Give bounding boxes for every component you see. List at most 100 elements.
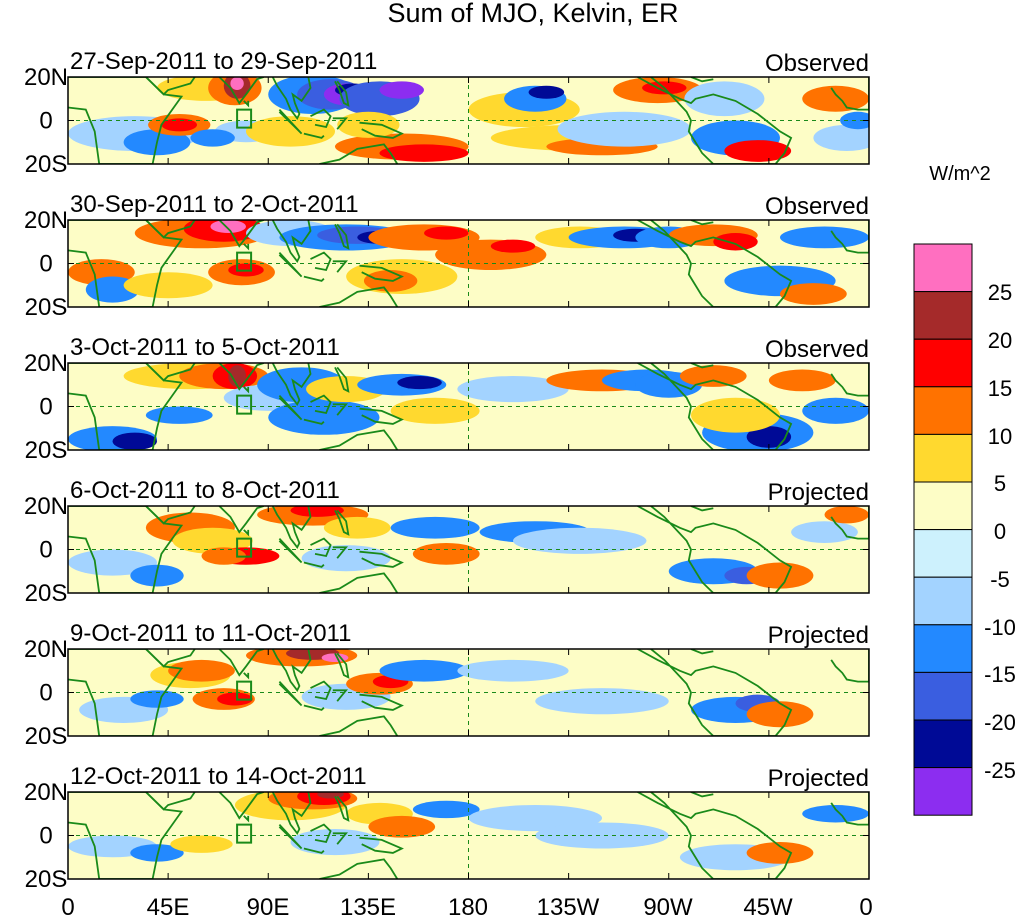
anomaly-contour bbox=[713, 233, 758, 251]
anomaly-contour bbox=[528, 85, 565, 99]
coastline bbox=[271, 506, 312, 549]
lat-tick-label: 20S bbox=[25, 294, 68, 321]
colorbar-level-label: -10 bbox=[984, 615, 1016, 640]
lat-tick-label: 20N bbox=[24, 779, 68, 806]
coastline bbox=[218, 77, 265, 105]
coastline bbox=[332, 689, 348, 702]
coastline bbox=[690, 792, 714, 798]
lon-tick-label: 45W bbox=[743, 894, 793, 921]
coastline bbox=[218, 363, 265, 391]
anomaly-contour bbox=[768, 369, 836, 392]
coastline bbox=[218, 792, 265, 820]
units-label: W/m^2 bbox=[929, 163, 991, 185]
colorbar-swatch bbox=[913, 671, 973, 721]
map-panel: 30-Sep-2011 to 2-Oct-2011 Observed 20N 0 20S bbox=[24, 191, 870, 321]
coastline bbox=[303, 418, 325, 425]
coastline bbox=[319, 572, 399, 593]
colorbar-swatch bbox=[913, 719, 973, 769]
coastline bbox=[690, 363, 714, 369]
colorbar-labels: 25 20 15 10 5 0 -5 -10 -15 -20 -25 bbox=[984, 280, 1016, 783]
lat-tick-label: 0 bbox=[39, 823, 52, 850]
lon-tick-label: 135W bbox=[537, 894, 600, 921]
anomaly-contour bbox=[746, 426, 792, 448]
anomaly-contour bbox=[802, 805, 869, 823]
panel-date-range: 30-Sep-2011 to 2-Oct-2011 bbox=[70, 191, 359, 218]
coastline bbox=[637, 220, 793, 307]
coastline bbox=[319, 858, 399, 879]
colorbar-swatch bbox=[913, 576, 973, 626]
coastline bbox=[334, 223, 350, 250]
coastline bbox=[310, 537, 332, 558]
anomaly-contour bbox=[813, 124, 869, 151]
anomaly-contour bbox=[168, 659, 235, 682]
anomaly-contour bbox=[190, 129, 235, 147]
anomaly-contour bbox=[368, 815, 436, 838]
colorbar-swatch bbox=[913, 386, 973, 435]
anomaly-contour bbox=[535, 822, 669, 849]
coastline bbox=[68, 220, 184, 307]
coastline bbox=[334, 509, 350, 536]
colorbar-swatches bbox=[913, 243, 973, 816]
coastline bbox=[359, 693, 404, 711]
colorbar-level-label: 5 bbox=[994, 471, 1006, 496]
anomaly-contour bbox=[535, 688, 669, 715]
anomaly-contour bbox=[691, 397, 780, 433]
coastline bbox=[68, 792, 184, 879]
coastline bbox=[319, 143, 399, 164]
anomaly-contour bbox=[397, 376, 442, 390]
coastline bbox=[303, 132, 325, 139]
lat-tick-label: 20S bbox=[25, 866, 68, 893]
colorbar-level-label: -20 bbox=[984, 710, 1016, 735]
coastline bbox=[310, 251, 332, 272]
anomaly-contour bbox=[412, 800, 480, 819]
panel-date-range: 12-Oct-2011 to 14-Oct-2011 bbox=[70, 763, 367, 790]
coastline bbox=[637, 649, 793, 736]
coastline bbox=[271, 649, 312, 692]
coastline bbox=[243, 815, 250, 823]
anomaly-contour bbox=[424, 226, 469, 240]
anomaly-contour bbox=[161, 118, 198, 132]
anomaly-contour bbox=[791, 521, 858, 543]
coastline bbox=[830, 506, 869, 540]
map-panel: 9-Oct-2011 to 11-Oct-2011 Projected 20N 0 20… bbox=[24, 620, 870, 750]
coastline bbox=[637, 792, 793, 879]
lat-tick-label: 20N bbox=[24, 207, 68, 234]
colorbar-level-label: -5 bbox=[990, 567, 1010, 592]
anomaly-contour bbox=[123, 272, 213, 299]
colorbar-level-label: 20 bbox=[988, 328, 1012, 353]
anomaly-contour bbox=[246, 116, 335, 147]
map-panel: 3-Oct-2011 to 5-Oct-2011 Observed 20N 0 20S bbox=[24, 334, 870, 464]
lon-tick-label: 0 bbox=[859, 894, 872, 921]
lon-tick-label: 45E bbox=[147, 894, 190, 921]
panel-field bbox=[68, 220, 869, 307]
coastline bbox=[145, 220, 196, 239]
coastline bbox=[145, 363, 196, 382]
coastline bbox=[637, 77, 793, 164]
coastline bbox=[332, 403, 348, 416]
coastline bbox=[830, 792, 869, 826]
coastline bbox=[278, 680, 303, 707]
colorbar-swatch bbox=[913, 767, 973, 816]
anomaly-contour bbox=[268, 399, 380, 435]
lat-tick-label: 0 bbox=[39, 537, 52, 564]
coastline bbox=[830, 649, 869, 683]
coastline bbox=[278, 537, 303, 564]
anomaly-contour bbox=[112, 432, 157, 450]
anomaly-contour bbox=[130, 690, 184, 708]
anomaly-contour bbox=[780, 226, 869, 249]
coastline bbox=[243, 529, 250, 537]
anomaly-contour bbox=[746, 562, 814, 589]
lon-axis: 0 45E 90E 135E 180 135W 90W 45W 0 bbox=[61, 894, 872, 921]
anomaly-contour bbox=[746, 701, 814, 728]
coastline bbox=[278, 394, 303, 421]
colorbar: W/m^2 25 20 15 10 5 0 -5 -10 -15 -20 -25 bbox=[913, 163, 1016, 816]
lat-tick-label: 0 bbox=[39, 108, 52, 135]
anomaly-contour bbox=[513, 527, 647, 554]
anomaly-contour bbox=[230, 77, 244, 91]
coastline bbox=[243, 672, 250, 680]
lat-tick-label: 20N bbox=[24, 64, 68, 91]
lon-tick-label: 0 bbox=[61, 894, 74, 921]
coastline bbox=[278, 823, 303, 850]
coastline bbox=[690, 506, 714, 512]
coastline bbox=[319, 429, 399, 450]
